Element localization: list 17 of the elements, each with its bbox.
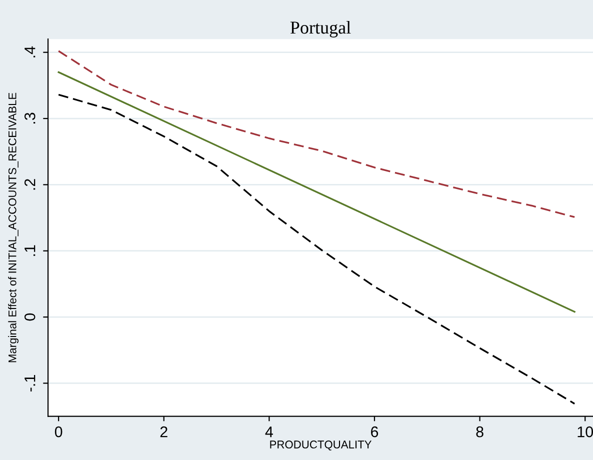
- x-tick-label: 10: [578, 426, 593, 438]
- y-axis-title: Marginal Effect of INITIAL_ACCOUNTS_RECEIVABLE: [8, 92, 19, 362]
- line-series: [58, 50, 576, 218]
- y-tick-label: .3: [24, 112, 36, 124]
- y-tick-label: .1: [24, 245, 36, 256]
- x-axis-title: PRODUCTQUALITY: [270, 440, 372, 450]
- y-tick-label: .2: [24, 179, 36, 190]
- x-tick-label: 0: [54, 426, 62, 438]
- x-tick-label: 6: [371, 426, 378, 438]
- x-tick-label: 2: [160, 426, 168, 438]
- line-series: [58, 94, 576, 405]
- x-tick-label: 4: [265, 426, 273, 438]
- y-tick-label: 0: [24, 313, 36, 321]
- y-tick-label: -.1: [24, 375, 36, 392]
- y-tick-label: .4: [24, 46, 36, 58]
- x-tick-label: 8: [476, 426, 484, 438]
- chart-title: Portugal: [290, 21, 351, 38]
